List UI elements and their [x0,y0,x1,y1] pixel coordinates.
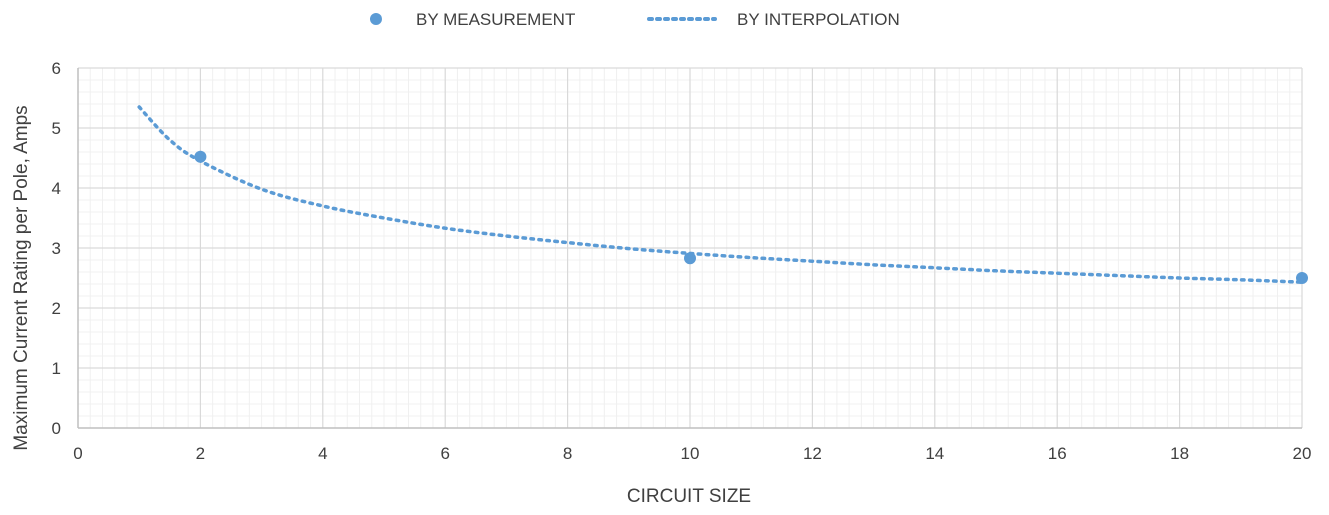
y-tick-label: 4 [52,179,61,198]
x-tick-label: 2 [196,444,205,463]
y-tick-label: 0 [52,419,61,438]
y-tick-label: 2 [52,299,61,318]
series-layer [137,105,1308,284]
interpolation-line [137,105,1304,284]
y-axis-title: Maximum Current Rating per Pole, Amps [11,105,32,450]
measurement-point [1296,272,1308,284]
measurement-point [194,150,207,163]
x-tick-label: 4 [318,444,327,463]
x-tick-labels: 0 2 4 6 8 10 12 14 16 18 20 [73,444,1311,463]
legend-label-interpolation: BY INTERPOLATION [737,10,900,29]
y-tick-label: 5 [52,119,61,138]
x-tick-label: 16 [1048,444,1067,463]
x-tick-label: 10 [681,444,700,463]
y-tick-label: 1 [52,359,61,378]
x-tick-label: 0 [73,444,82,463]
legend-marker-measurement [370,13,382,25]
x-tick-label: 6 [440,444,449,463]
major-gridlines [78,67,1303,428]
x-axis-title: CIRCUIT SIZE [627,486,751,507]
legend: BY MEASUREMENT BY INTERPOLATION [370,10,900,29]
y-tick-label: 6 [52,59,61,78]
x-tick-label: 18 [1170,444,1189,463]
x-tick-label: 8 [563,444,572,463]
legend-label-measurement: BY MEASUREMENT [416,10,575,29]
y-tick-labels: 0 1 2 3 4 5 6 [52,59,61,438]
x-tick-label: 12 [803,444,822,463]
x-tick-label: 14 [925,444,944,463]
measurement-point [684,252,696,265]
x-tick-label: 20 [1293,444,1312,463]
axes [77,68,1302,429]
y-tick-label: 3 [52,239,61,258]
